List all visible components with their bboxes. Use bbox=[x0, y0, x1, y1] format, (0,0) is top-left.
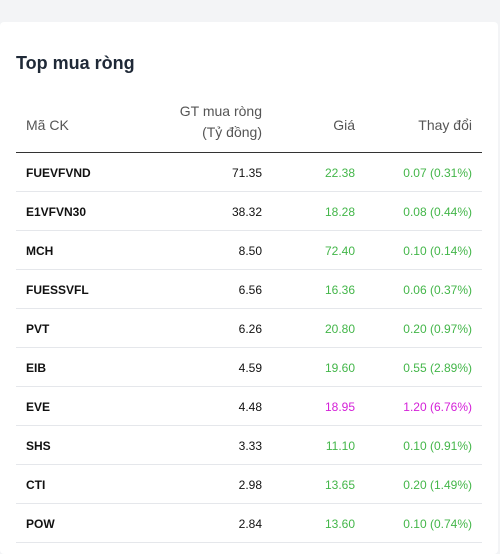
table-row[interactable]: POW 2.84 13.60 0.10 (0.74%) bbox=[16, 504, 482, 543]
table-row[interactable]: FUESSVFL 6.56 16.36 0.06 (0.37%) bbox=[16, 270, 482, 309]
table-row[interactable]: EIB 4.59 19.60 0.55 (2.89%) bbox=[16, 348, 482, 387]
change-value: 0.20 (1.49%) bbox=[403, 478, 472, 492]
change-value: 0.07 (0.31%) bbox=[403, 166, 472, 180]
price-value: 16.36 bbox=[324, 283, 355, 297]
price-value: 72.40 bbox=[324, 244, 355, 258]
price-value: 11.10 bbox=[325, 439, 355, 453]
stock-code[interactable]: POW bbox=[26, 517, 55, 531]
net-buy-value: 6.56 bbox=[238, 283, 262, 297]
table-header: Mã CK GT mua ròng (Tỷ đồng) Giá Thay đổi bbox=[16, 98, 482, 153]
change-value: 0.08 (0.44%) bbox=[403, 205, 472, 219]
net-buy-value: 6.26 bbox=[238, 322, 262, 336]
table-row[interactable]: SHS 3.33 11.10 0.10 (0.91%) bbox=[16, 426, 482, 465]
card-title: Top mua ròng bbox=[16, 53, 135, 73]
change-value: 0.10 (0.91%) bbox=[403, 439, 472, 453]
net-buy-value: 8.50 bbox=[238, 244, 262, 258]
stock-code[interactable]: E1VFVN30 bbox=[26, 205, 87, 219]
price-value: 13.60 bbox=[324, 517, 355, 531]
table-row[interactable]: PVT 6.26 20.80 0.20 (0.97%) bbox=[16, 309, 482, 348]
price-value: 13.65 bbox=[324, 478, 355, 492]
header-code: Mã CK bbox=[26, 117, 69, 133]
header-change: Thay đổi bbox=[418, 117, 472, 133]
price-value: 20.80 bbox=[324, 322, 355, 336]
table-row[interactable]: MCH 8.50 72.40 0.10 (0.14%) bbox=[16, 231, 482, 270]
stock-code[interactable]: MCH bbox=[26, 244, 54, 258]
net-buy-value: 4.48 bbox=[238, 400, 262, 414]
stock-code[interactable]: FUEVFVND bbox=[26, 166, 91, 180]
net-buy-value: 71.35 bbox=[231, 166, 262, 180]
table-body: FUEVFVND 71.35 22.38 0.07 (0.31%) E1VFVN30 38… bbox=[16, 153, 482, 543]
net-buy-value: 3.33 bbox=[238, 439, 262, 453]
table-row[interactable]: CTI 2.98 13.65 0.20 (1.49%) bbox=[16, 465, 482, 504]
price-value: 22.38 bbox=[324, 166, 355, 180]
price-value: 18.28 bbox=[324, 205, 355, 219]
header-net-buy-line2: (Tỷ đồng) bbox=[202, 124, 262, 140]
table-row[interactable]: FUEVFVND 71.35 22.38 0.07 (0.31%) bbox=[16, 153, 482, 192]
top-net-buy-card: Top mua ròng Mã CK GT mua ròng (Tỷ đồng)… bbox=[0, 22, 498, 554]
stock-code[interactable]: FUESSVFL bbox=[26, 283, 89, 297]
table-row[interactable]: EVE 4.48 18.95 1.20 (6.76%) bbox=[16, 387, 482, 426]
stock-code[interactable]: PVT bbox=[26, 322, 50, 336]
header-price: Giá bbox=[333, 117, 355, 133]
change-value: 0.06 (0.37%) bbox=[403, 283, 472, 297]
net-buy-value: 2.84 bbox=[238, 517, 262, 531]
change-value: 1.20 (6.76%) bbox=[403, 400, 472, 414]
stock-code[interactable]: EIB bbox=[26, 361, 47, 375]
stock-code[interactable]: SHS bbox=[26, 439, 51, 453]
stock-code[interactable]: CTI bbox=[26, 478, 46, 492]
change-value: 0.10 (0.74%) bbox=[403, 517, 472, 531]
net-buy-table: Mã CK GT mua ròng (Tỷ đồng) Giá Thay đổi… bbox=[16, 98, 482, 543]
net-buy-value: 2.98 bbox=[238, 478, 262, 492]
header-net-buy-line1: GT mua ròng bbox=[179, 103, 262, 119]
table-row[interactable]: E1VFVN30 38.32 18.28 0.08 (0.44%) bbox=[16, 192, 482, 231]
price-value: 19.60 bbox=[324, 361, 355, 375]
change-value: 0.10 (0.14%) bbox=[403, 244, 472, 258]
price-value: 18.95 bbox=[324, 400, 355, 414]
change-value: 0.55 (2.89%) bbox=[403, 361, 472, 375]
header-net-buy-value: GT mua ròng (Tỷ đồng) bbox=[180, 101, 262, 143]
stock-code[interactable]: EVE bbox=[26, 400, 51, 414]
net-buy-value: 4.59 bbox=[238, 361, 262, 375]
change-value: 0.20 (0.97%) bbox=[403, 322, 472, 336]
net-buy-value: 38.32 bbox=[231, 205, 262, 219]
